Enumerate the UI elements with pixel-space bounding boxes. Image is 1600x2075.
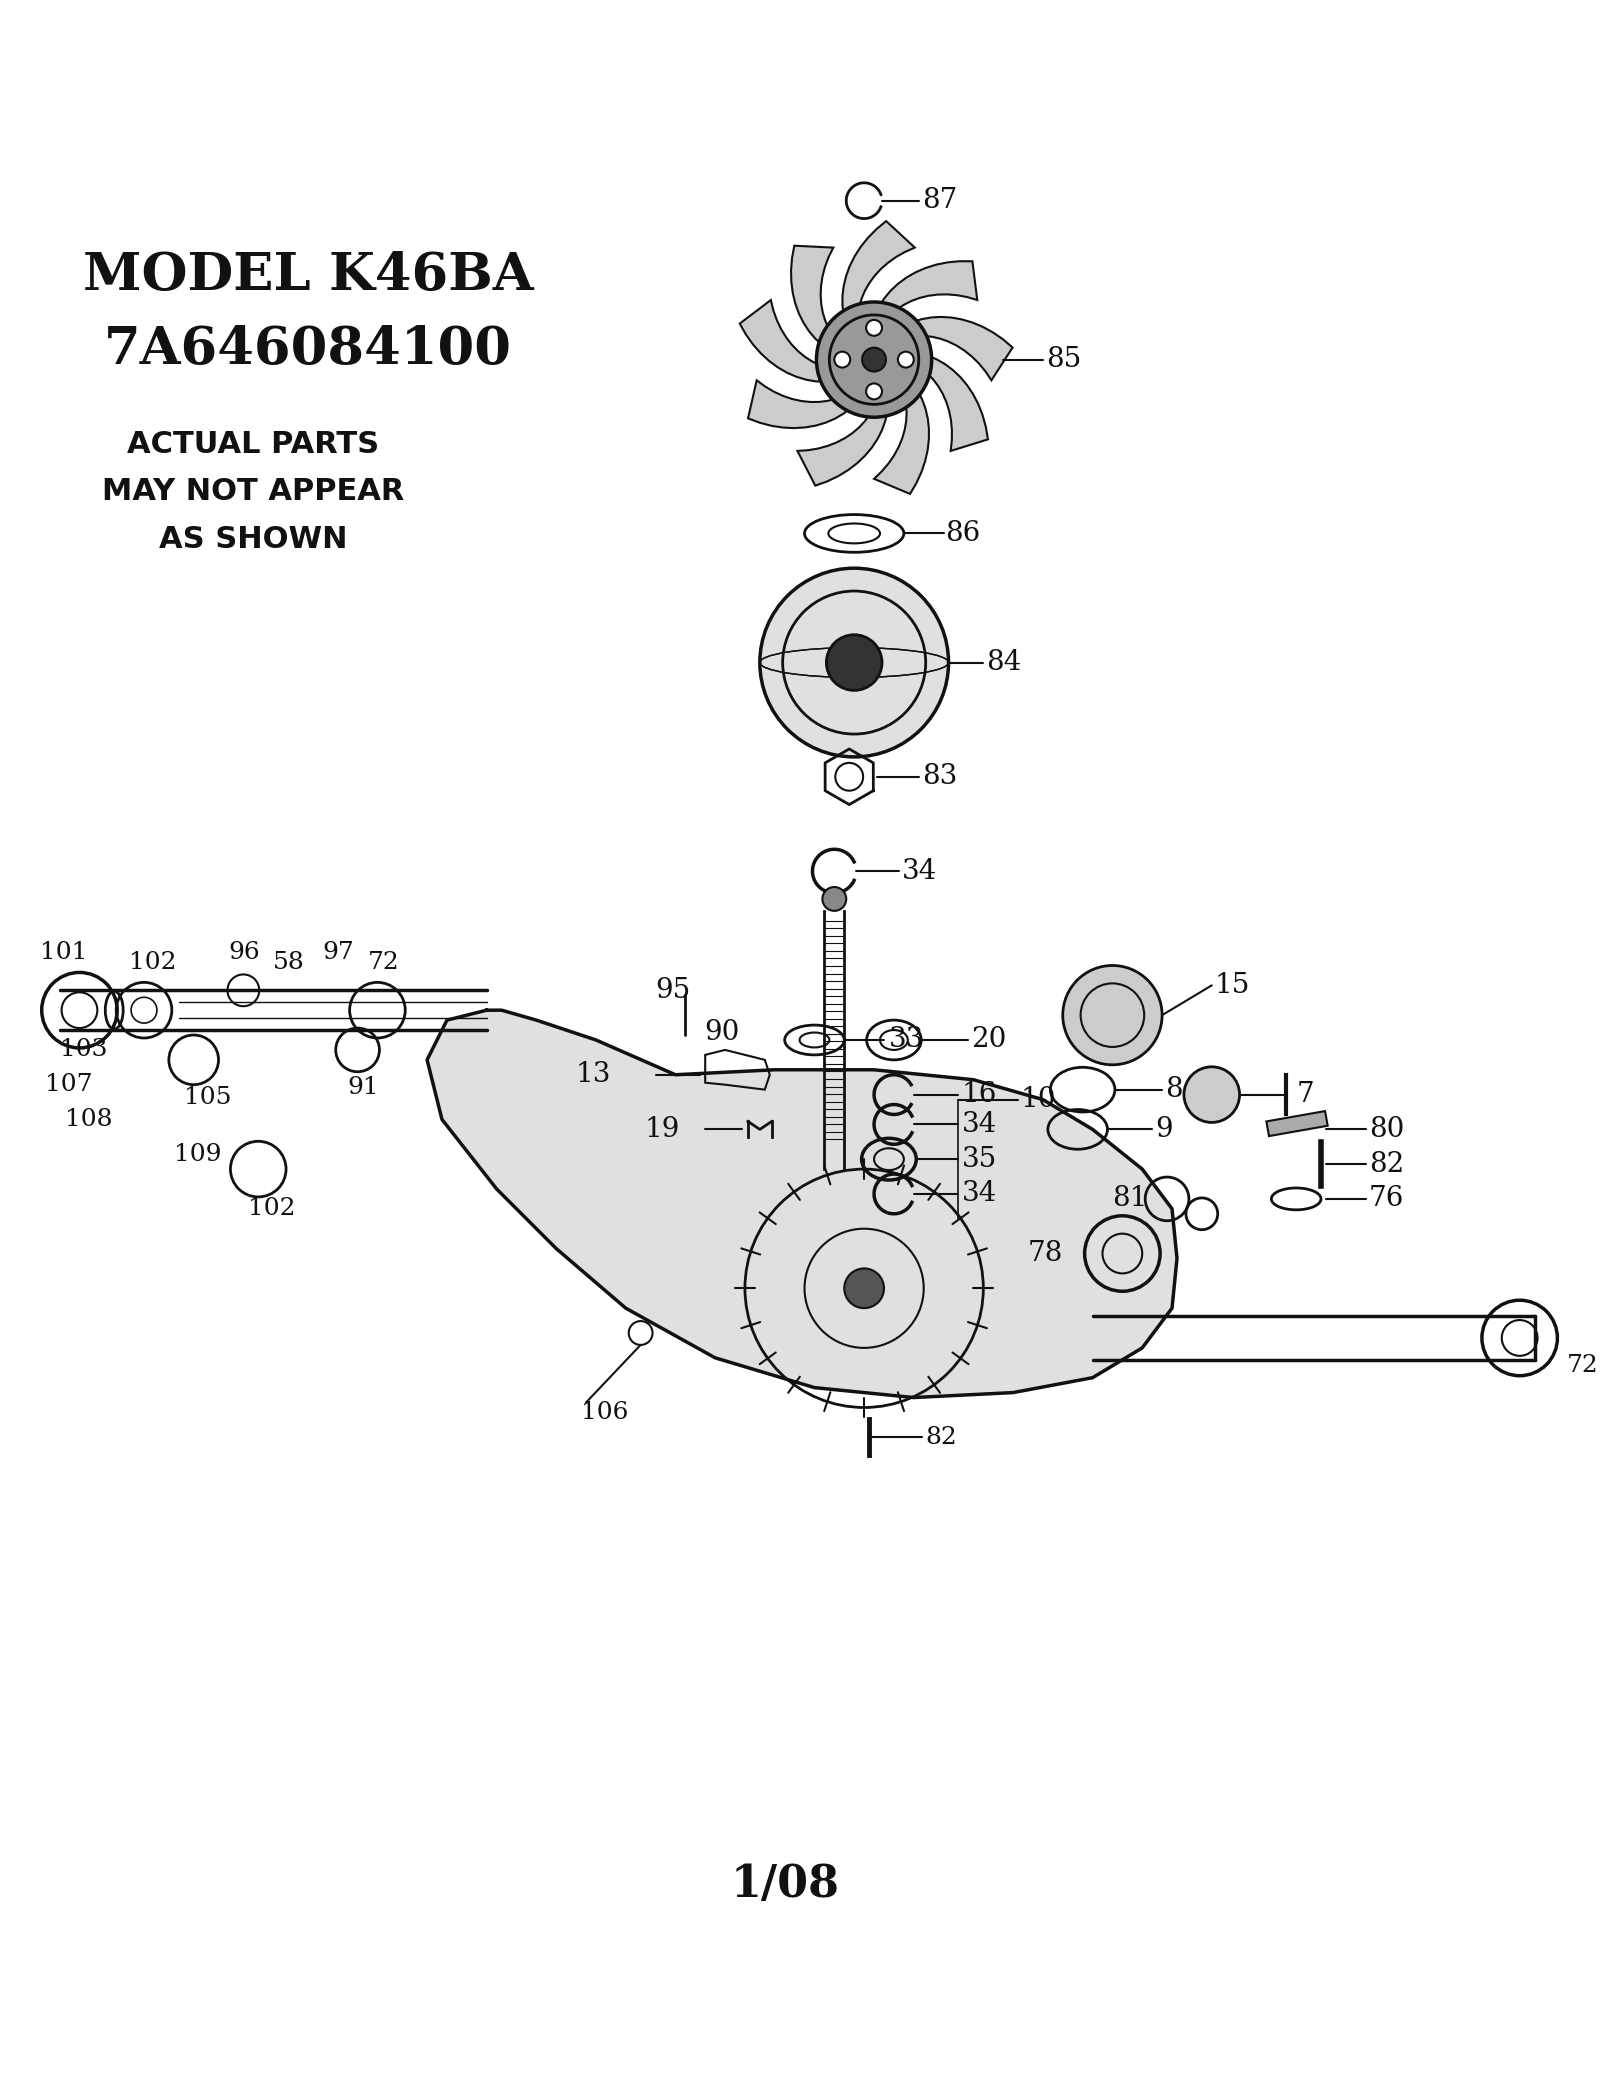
- Circle shape: [866, 384, 882, 398]
- Circle shape: [866, 320, 882, 336]
- Text: 78: 78: [1029, 1241, 1064, 1268]
- Polygon shape: [749, 378, 870, 427]
- Text: 90: 90: [704, 1019, 739, 1046]
- Text: 10: 10: [1021, 1085, 1056, 1112]
- Polygon shape: [427, 1011, 1178, 1399]
- Circle shape: [1062, 965, 1162, 1064]
- Polygon shape: [870, 261, 978, 340]
- Text: 91: 91: [347, 1077, 379, 1100]
- Text: 58: 58: [274, 950, 306, 973]
- Circle shape: [760, 569, 949, 757]
- Circle shape: [822, 886, 846, 911]
- Text: 20: 20: [971, 1027, 1006, 1054]
- Text: 72: 72: [1568, 1355, 1598, 1378]
- Text: 102: 102: [248, 1197, 296, 1220]
- Text: 109: 109: [174, 1143, 221, 1166]
- Text: 13: 13: [576, 1060, 611, 1087]
- Text: 80: 80: [1368, 1116, 1405, 1143]
- Bar: [1266, 1110, 1328, 1137]
- Polygon shape: [739, 301, 859, 382]
- Text: ACTUAL PARTS: ACTUAL PARTS: [128, 430, 379, 459]
- Circle shape: [816, 303, 931, 417]
- Text: 1/08: 1/08: [730, 1863, 838, 1905]
- Polygon shape: [893, 353, 987, 450]
- Text: AS SHOWN: AS SHOWN: [158, 525, 347, 554]
- Text: 84: 84: [986, 649, 1021, 676]
- Circle shape: [862, 349, 886, 371]
- Text: 107: 107: [45, 1073, 93, 1096]
- Circle shape: [845, 1268, 883, 1307]
- Text: 85: 85: [1046, 347, 1082, 374]
- Text: 34: 34: [962, 1181, 997, 1208]
- Text: 8: 8: [1165, 1077, 1182, 1104]
- Text: 35: 35: [962, 1145, 997, 1172]
- Text: 82: 82: [926, 1426, 957, 1448]
- Polygon shape: [883, 317, 1013, 380]
- Text: MAY NOT APPEAR: MAY NOT APPEAR: [102, 477, 405, 506]
- Text: MODEL K46BA: MODEL K46BA: [83, 249, 533, 301]
- Text: 15: 15: [1214, 971, 1250, 998]
- Text: 95: 95: [656, 977, 691, 1004]
- Text: 81: 81: [1112, 1185, 1147, 1212]
- Text: 34: 34: [902, 857, 938, 884]
- Polygon shape: [843, 222, 915, 347]
- Text: 101: 101: [40, 942, 86, 965]
- Text: 72: 72: [368, 950, 400, 973]
- Circle shape: [1184, 1067, 1240, 1123]
- Text: 105: 105: [184, 1085, 232, 1110]
- Text: 83: 83: [922, 764, 957, 791]
- Text: 96: 96: [229, 942, 261, 965]
- Polygon shape: [790, 245, 854, 359]
- Polygon shape: [874, 367, 930, 494]
- Text: 87: 87: [922, 187, 957, 214]
- Text: 16: 16: [962, 1081, 997, 1108]
- Text: 82: 82: [1368, 1152, 1403, 1179]
- Text: 108: 108: [64, 1108, 112, 1131]
- Text: 103: 103: [59, 1038, 107, 1062]
- Text: 34: 34: [962, 1110, 997, 1137]
- Text: 19: 19: [645, 1116, 680, 1143]
- Circle shape: [826, 635, 882, 691]
- Text: 102: 102: [130, 950, 176, 973]
- Text: 76: 76: [1368, 1185, 1405, 1212]
- Circle shape: [898, 351, 914, 367]
- Text: 9: 9: [1155, 1116, 1173, 1143]
- Text: 97: 97: [323, 942, 355, 965]
- Text: 7A646084100: 7A646084100: [104, 324, 512, 376]
- Text: 86: 86: [946, 521, 981, 548]
- Text: 33: 33: [890, 1027, 925, 1054]
- Text: 106: 106: [581, 1401, 629, 1423]
- Circle shape: [834, 351, 850, 367]
- Text: 7: 7: [1296, 1081, 1314, 1108]
- Polygon shape: [797, 378, 888, 486]
